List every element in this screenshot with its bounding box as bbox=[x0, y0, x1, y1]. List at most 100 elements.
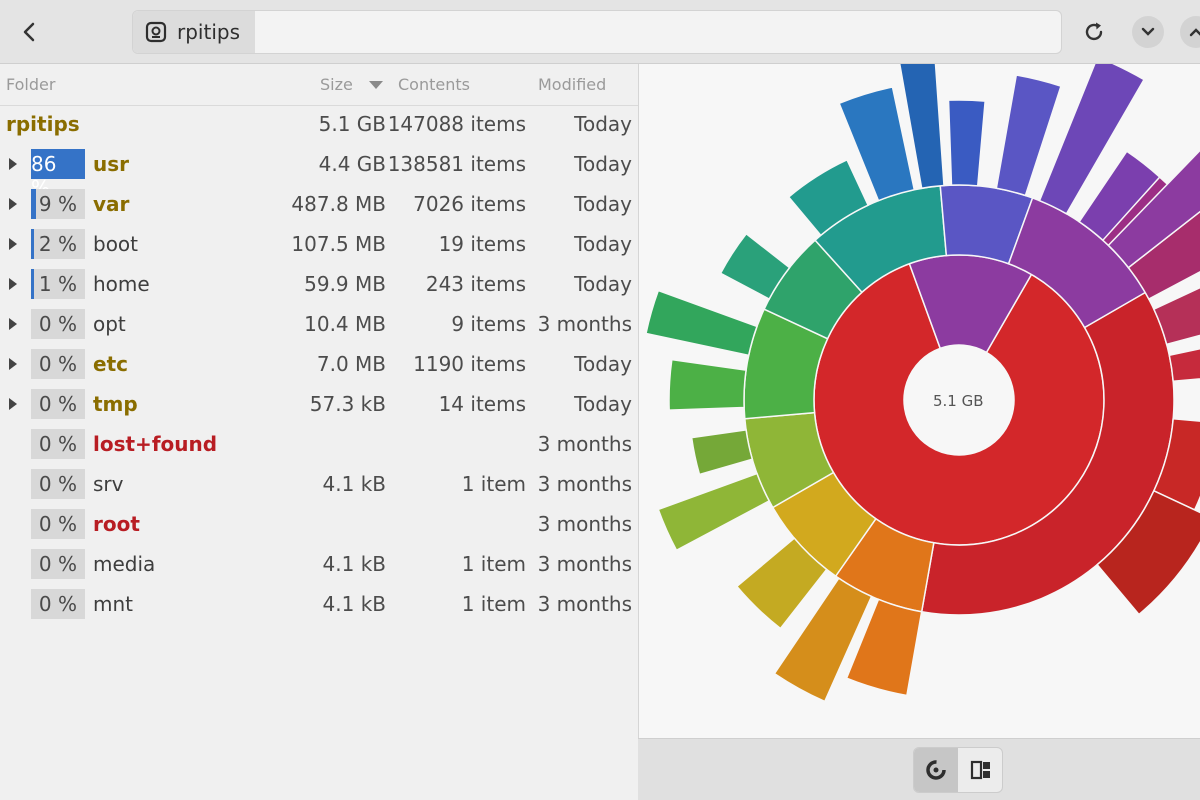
location-label: rpitips bbox=[177, 20, 240, 44]
folder-row[interactable]: 0 % media 4.1 kB 1 item 3 months bbox=[0, 544, 638, 584]
usage-bar: 2 % bbox=[31, 229, 85, 259]
ring-segment-outer[interactable] bbox=[1078, 150, 1161, 242]
usage-percent: 1 % bbox=[38, 272, 77, 296]
ring-segment-outer[interactable] bbox=[1152, 280, 1200, 346]
folder-size: 107.5 MB bbox=[291, 232, 386, 256]
ring-chart-pane: 5.1 GB bbox=[638, 64, 1200, 738]
ring-segment-outer[interactable] bbox=[995, 74, 1062, 197]
ring-segment-outer[interactable] bbox=[845, 598, 923, 697]
location-crumb[interactable]: rpitips bbox=[133, 11, 255, 53]
usage-percent: 0 % bbox=[38, 592, 77, 616]
ring-segment-outer[interactable] bbox=[1096, 489, 1200, 616]
ring-segment-outer[interactable] bbox=[947, 99, 986, 187]
usage-bar-fill bbox=[31, 229, 34, 259]
folder-contents: 1 item bbox=[461, 472, 526, 496]
folder-contents: 14 items bbox=[438, 392, 526, 416]
column-folder[interactable]: Folder bbox=[6, 75, 56, 94]
folder-modified: Today bbox=[574, 392, 632, 416]
chart-footer bbox=[638, 738, 1200, 800]
collapse-button[interactable] bbox=[1180, 16, 1200, 48]
expander-icon[interactable] bbox=[8, 157, 18, 171]
root-modified: Today bbox=[574, 112, 632, 136]
folder-name: var bbox=[93, 192, 130, 216]
expander-icon[interactable] bbox=[8, 237, 18, 251]
folder-size: 4.1 kB bbox=[322, 552, 386, 576]
ring-segment-outer[interactable] bbox=[773, 577, 873, 703]
chart-center-label: 5.1 GB bbox=[933, 392, 984, 410]
ring-view-button[interactable] bbox=[914, 748, 958, 792]
usage-bar: 0 % bbox=[31, 349, 85, 379]
folder-size: 10.4 MB bbox=[304, 312, 386, 336]
usage-percent: 0 % bbox=[38, 432, 77, 456]
folder-row[interactable]: 86 % usr 4.4 GB 138581 items Today bbox=[0, 144, 638, 200]
folder-contents: 7026 items bbox=[413, 192, 526, 216]
folder-size: 7.0 MB bbox=[316, 352, 386, 376]
folder-row[interactable]: 0 % root 3 months bbox=[0, 504, 638, 544]
usage-bar: 0 % bbox=[31, 509, 85, 539]
ring-segment-outer[interactable] bbox=[1168, 327, 1200, 383]
ring-segment-outer[interactable] bbox=[719, 232, 791, 301]
folder-name: mnt bbox=[93, 592, 133, 616]
menu-button[interactable] bbox=[1132, 16, 1164, 48]
view-toggle bbox=[913, 747, 1003, 793]
ring-segment-outer[interactable] bbox=[1107, 141, 1200, 269]
folder-modified: 3 months bbox=[537, 552, 632, 576]
folder-row[interactable]: 1 % home 59.9 MB 243 items Today bbox=[0, 264, 638, 304]
ring-segment-outer[interactable] bbox=[838, 86, 916, 202]
expander-icon[interactable] bbox=[8, 317, 18, 331]
folder-row[interactable]: 2 % boot 107.5 MB 19 items Today bbox=[0, 224, 638, 264]
expander-icon[interactable] bbox=[8, 197, 18, 211]
folder-contents: 138581 items bbox=[387, 152, 526, 176]
usage-bar: 0 % bbox=[31, 589, 85, 619]
back-button[interactable] bbox=[10, 12, 50, 52]
folder-contents: 1 item bbox=[461, 592, 526, 616]
folder-modified: 3 months bbox=[537, 472, 632, 496]
ring-segment-outer[interactable] bbox=[735, 537, 828, 630]
folder-row[interactable]: 0 % opt 10.4 MB 9 items 3 months bbox=[0, 304, 638, 344]
ring-segment-outer[interactable] bbox=[690, 429, 754, 476]
expander-icon[interactable] bbox=[8, 357, 18, 371]
ring-segment-outer[interactable] bbox=[1038, 64, 1146, 215]
folder-row[interactable]: 0 % mnt 4.1 kB 1 item 3 months bbox=[0, 584, 638, 624]
expander-icon[interactable] bbox=[8, 397, 18, 411]
sort-descending-icon[interactable] bbox=[368, 80, 384, 90]
usage-percent: 0 % bbox=[38, 512, 77, 536]
usage-bar-fill bbox=[31, 149, 85, 179]
ring-segment-outer[interactable] bbox=[668, 358, 747, 411]
chevron-left-icon bbox=[23, 22, 35, 42]
folder-row[interactable]: 0 % tmp 57.3 kB 14 items Today bbox=[0, 384, 638, 424]
folder-modified: Today bbox=[574, 232, 632, 256]
column-header: Folder Size Contents Modified bbox=[0, 64, 638, 106]
column-modified[interactable]: Modified bbox=[538, 75, 607, 94]
folder-contents: 9 items bbox=[451, 312, 526, 336]
folder-name: root bbox=[93, 512, 140, 536]
folder-size: 487.8 MB bbox=[291, 192, 386, 216]
usage-percent: 0 % bbox=[38, 552, 77, 576]
ring-segment-outer[interactable] bbox=[645, 289, 758, 357]
column-size[interactable]: Size bbox=[320, 75, 353, 94]
ring-segment-outer[interactable] bbox=[1127, 197, 1200, 301]
folder-contents: 1 item bbox=[461, 552, 526, 576]
ring-segment-outer[interactable] bbox=[657, 472, 771, 552]
folder-row[interactable]: 0 % lost+found 3 months bbox=[0, 424, 638, 464]
expander-icon[interactable] bbox=[8, 277, 18, 291]
location-bar[interactable]: rpitips bbox=[132, 10, 1062, 54]
treemap-view-button[interactable] bbox=[959, 748, 1003, 792]
ring-segment-outer[interactable] bbox=[898, 64, 945, 190]
folder-modified: Today bbox=[574, 152, 632, 176]
usage-percent: 0 % bbox=[38, 392, 77, 416]
root-name: rpitips bbox=[6, 112, 80, 136]
column-contents[interactable]: Contents bbox=[398, 75, 470, 94]
folder-modified: 3 months bbox=[537, 432, 632, 456]
folder-row[interactable]: 0 % srv 4.1 kB 1 item 3 months bbox=[0, 464, 638, 504]
ring-segment-outer[interactable] bbox=[787, 158, 870, 237]
ring-chart[interactable] bbox=[639, 64, 1200, 738]
reload-button[interactable] bbox=[1074, 12, 1114, 52]
folder-modified: 3 months bbox=[537, 512, 632, 536]
usage-percent: 9 % bbox=[38, 192, 77, 216]
usage-bar-fill bbox=[31, 269, 34, 299]
folder-row[interactable]: 9 % var 487.8 MB 7026 items Today bbox=[0, 184, 638, 224]
root-row[interactable]: rpitips 5.1 GB 147088 items Today bbox=[0, 104, 638, 144]
usage-percent: 0 % bbox=[38, 352, 77, 376]
folder-row[interactable]: 0 % etc 7.0 MB 1190 items Today bbox=[0, 344, 638, 384]
